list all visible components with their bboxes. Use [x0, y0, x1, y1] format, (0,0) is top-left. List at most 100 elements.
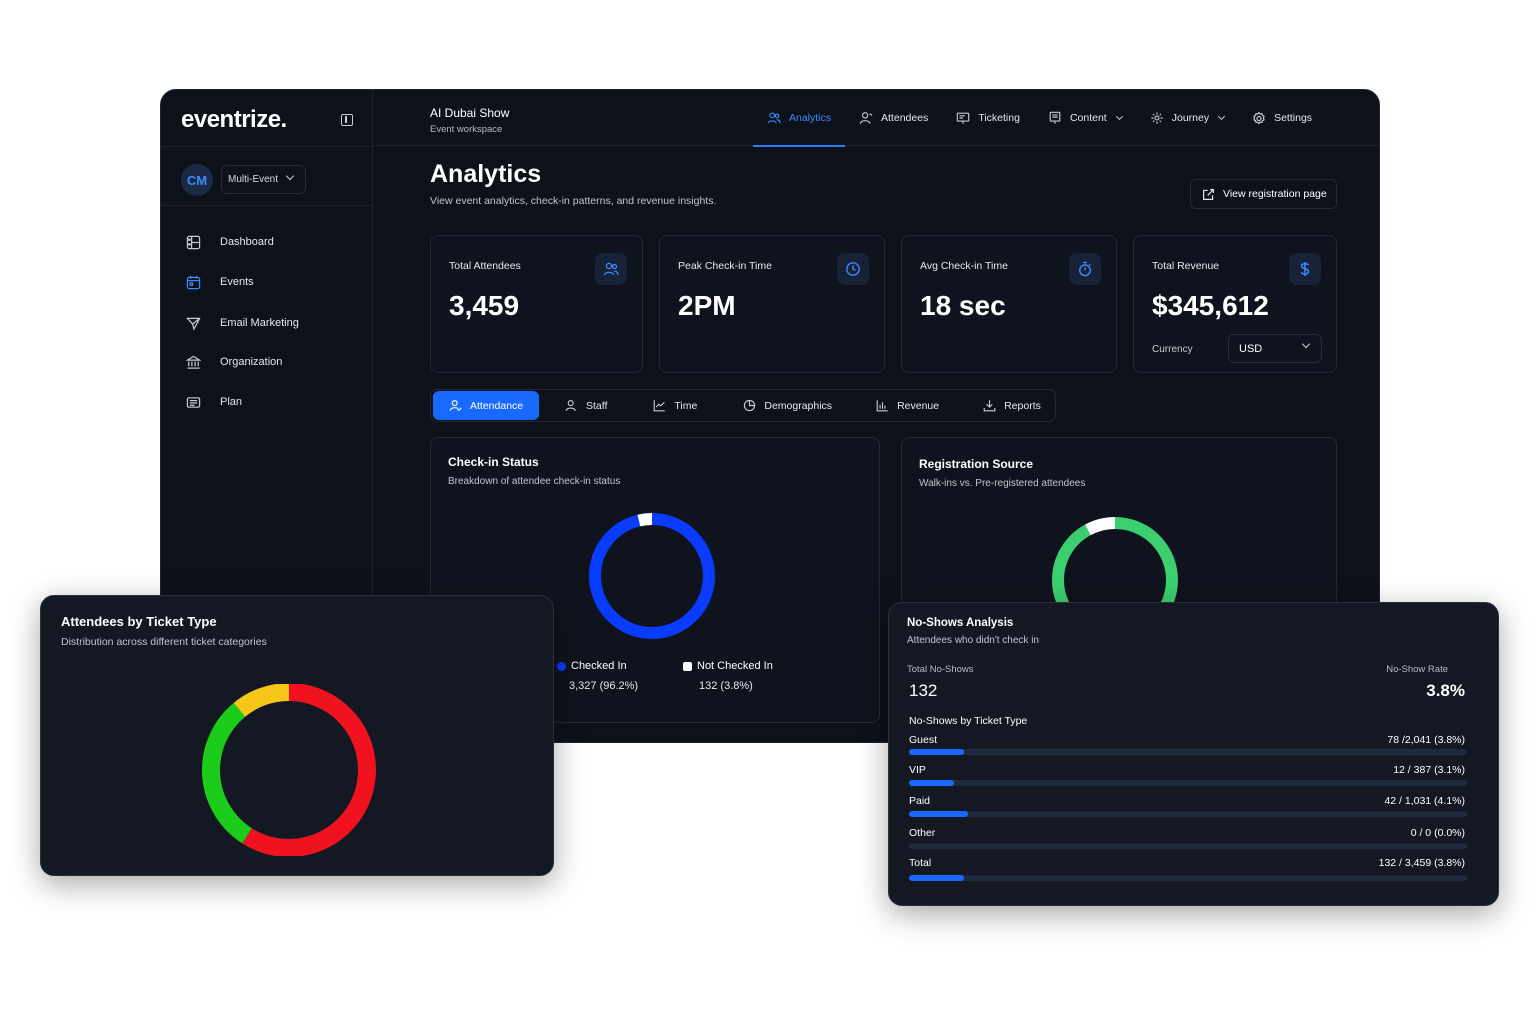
currency-select[interactable]: USD — [1228, 334, 1322, 363]
document-icon — [1048, 111, 1062, 125]
subtab-label: Staff — [586, 399, 608, 412]
noshow-row-label: Paid — [909, 795, 931, 807]
tab-settings[interactable]: Settings — [1238, 90, 1326, 146]
noshow-row-value: 132 / 3,459 (3.8%) — [1378, 857, 1465, 869]
sidebar-item-email-marketing[interactable]: Email Marketing — [185, 313, 299, 333]
panel-subtitle: Walk-ins vs. Pre-registered attendees — [919, 478, 1086, 489]
noshow-row-value: 42 / 1,031 (4.1%) — [1384, 795, 1465, 807]
noshow-bar-track — [909, 843, 1467, 849]
tab-label: Analytics — [789, 112, 832, 124]
stat-value: $345,612 — [1152, 290, 1269, 321]
sidebar-item-label: Dashboard — [220, 236, 274, 248]
tab-label: Ticketing — [978, 112, 1020, 124]
tab-ticketing[interactable]: Ticketing — [942, 90, 1034, 146]
chevron-down-icon — [1301, 339, 1311, 349]
gear-icon — [1252, 111, 1266, 125]
sidebar-item-dashboard[interactable]: Dashboard — [185, 232, 274, 252]
noshow-row-value: 12 / 387 (3.1%) — [1393, 764, 1465, 776]
noshow-row-value: 0 / 0 (0.0%) — [1410, 827, 1465, 839]
noshow-bar-fill — [909, 780, 954, 786]
calendar-icon — [185, 274, 201, 290]
bank-icon — [185, 354, 201, 370]
clock-icon — [837, 253, 869, 285]
subtab-revenue[interactable]: Revenue — [848, 391, 955, 420]
sidebar-item-label: Email Marketing — [220, 317, 299, 329]
users-icon — [767, 111, 781, 125]
page-subtitle: View event analytics, check-in patterns,… — [430, 195, 717, 207]
panel-subtitle: Attendees who didn't check in — [907, 635, 1039, 646]
noshow-row-label: Total — [909, 857, 932, 869]
send-icon — [185, 315, 201, 331]
stat-value: 2PM — [678, 290, 736, 321]
sidebar-item-events[interactable]: Events — [185, 272, 254, 292]
chevron-down-icon — [1115, 112, 1123, 121]
tab-label: Journey — [1171, 112, 1210, 124]
tab-label: Attendees — [881, 112, 929, 124]
user-icon — [565, 399, 578, 412]
donut-slice-guest[interactable] — [202, 684, 376, 856]
checkin-donut-chart — [589, 513, 715, 639]
stat-card-avg-checkin: Avg Check-in Time 18 sec — [901, 235, 1117, 373]
legend-value: 132 (3.8%) — [699, 680, 753, 692]
noshow-row-label: Other — [909, 827, 936, 839]
view-registration-button[interactable]: View registration page — [1190, 179, 1337, 209]
noshow-bar-track — [909, 780, 1467, 786]
chevron-down-icon — [1218, 112, 1226, 121]
view-registration-label: View registration page — [1223, 188, 1327, 200]
panel-title: No-Shows Analysis — [907, 617, 1014, 629]
pie-chart-icon — [743, 399, 756, 412]
tab-attendees[interactable]: Attendees — [845, 90, 942, 146]
legend-swatch — [683, 661, 692, 671]
stat-card-total-revenue: Total Revenue $345,612 Currency USD — [1133, 235, 1337, 373]
download-icon — [983, 399, 996, 412]
noshow-bar-fill — [909, 811, 969, 817]
chevron-down-icon — [285, 171, 295, 181]
panel-subtitle: Distribution across different ticket cat… — [61, 636, 267, 648]
sidebar-item-label: Plan — [220, 396, 243, 408]
sidebar-collapse-icon[interactable] — [341, 114, 353, 126]
dollar-icon — [1289, 253, 1321, 285]
main-tabs: Analytics Attendees Ticketing Content — [753, 90, 1326, 147]
subtab-time[interactable]: Time — [623, 391, 713, 420]
donut-slice-walk-ins[interactable] — [1052, 517, 1178, 643]
sidebar-item-plan[interactable]: Plan — [185, 392, 242, 412]
tab-analytics[interactable]: Analytics — [753, 90, 846, 147]
donut-slice-not-checked-in[interactable] — [589, 513, 715, 639]
subtab-staff[interactable]: Staff — [539, 391, 623, 420]
currency-label: Currency — [1152, 344, 1193, 355]
subtab-label: Attendance — [470, 399, 524, 412]
bar-chart-icon — [876, 399, 889, 412]
donut-slice-checked-in[interactable] — [589, 513, 715, 639]
legend-label: Not Checked In — [697, 660, 773, 672]
noshow-row-value: 78 /2,041 (3.8%) — [1387, 734, 1465, 746]
avatar[interactable]: CM — [181, 164, 213, 196]
currency-value: USD — [1239, 343, 1263, 355]
user-icon — [859, 111, 873, 125]
external-link-icon — [1202, 188, 1215, 204]
subtab-reports[interactable]: Reports — [955, 391, 1057, 420]
users-icon — [595, 253, 627, 285]
donut-slice-vip[interactable] — [202, 684, 376, 856]
noshow-bar-fill — [909, 749, 965, 755]
subtab-demographics[interactable]: Demographics — [713, 391, 848, 420]
panel-title: Attendees by Ticket Type — [61, 614, 217, 629]
tab-journey[interactable]: Journey — [1136, 90, 1238, 146]
panel-title: Registration Source — [919, 457, 1034, 471]
receipt-icon — [185, 394, 201, 410]
tab-content[interactable]: Content — [1034, 90, 1136, 146]
legend-swatch — [557, 661, 566, 671]
subtab-attendance[interactable]: Attendance — [433, 391, 539, 420]
event-selector[interactable]: Multi-Event — [221, 165, 306, 194]
stat-label: Total Revenue — [1152, 260, 1220, 272]
noshow-bar-track — [909, 875, 1467, 881]
brand-logo[interactable]: eventrize. — [181, 106, 287, 133]
stat-value: 3,459 — [449, 290, 520, 321]
user-check-icon — [449, 399, 462, 412]
panel-subtitle: Breakdown of attendee check-in status — [448, 476, 621, 487]
event-selector-label: Multi-Event — [228, 174, 279, 185]
legend-checked-in: Checked In — [557, 660, 627, 672]
sidebar-item-organization[interactable]: Organization — [185, 352, 282, 372]
legend-value: 3,327 (96.2%) — [569, 680, 639, 692]
subtab-label: Demographics — [764, 399, 833, 412]
